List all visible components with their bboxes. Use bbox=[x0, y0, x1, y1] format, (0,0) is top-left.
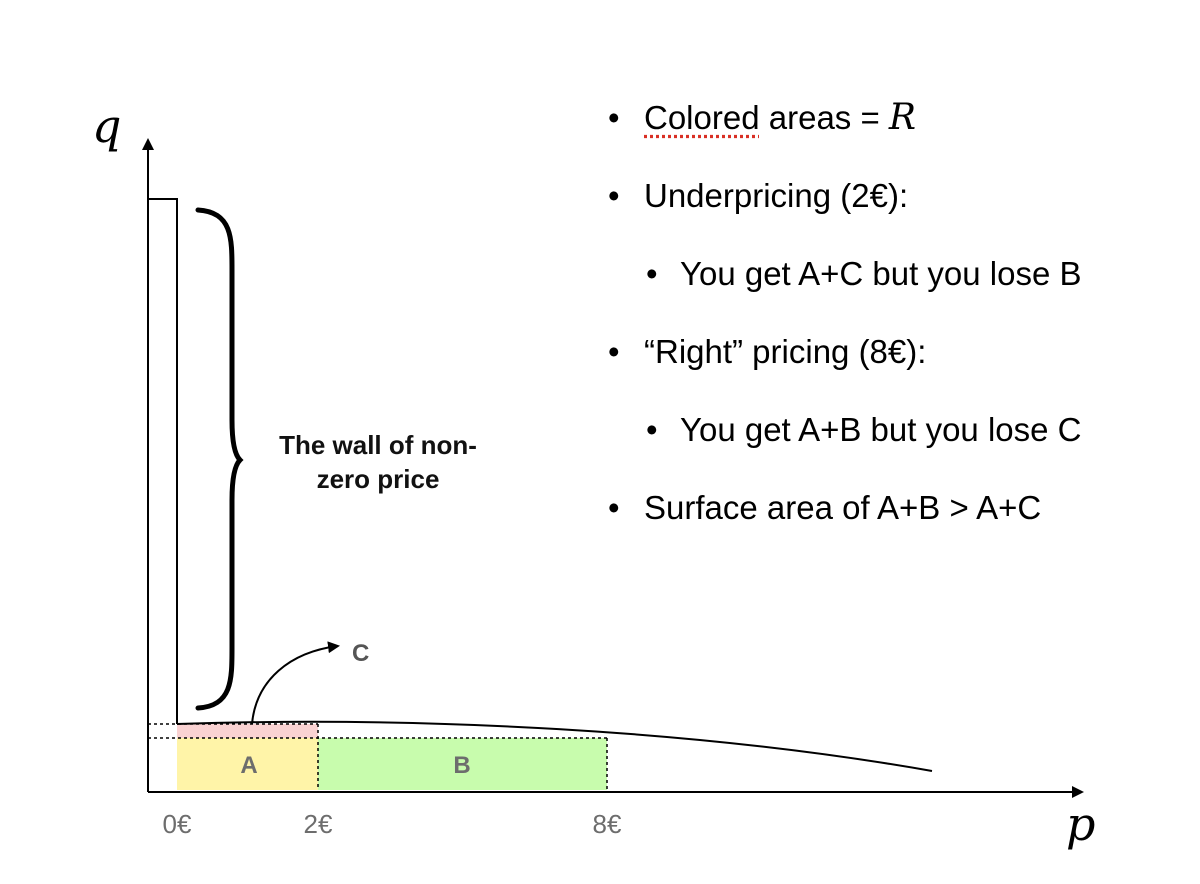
curly-brace bbox=[195, 207, 244, 711]
bullet-text: Surface area of A+B > A+C bbox=[644, 489, 1042, 526]
y-axis-letter: q bbox=[92, 99, 121, 153]
c-arrow bbox=[251, 641, 340, 725]
wall-label-line-1: The wall of non- bbox=[279, 430, 477, 460]
area-c-label: C bbox=[352, 640, 369, 667]
bullet-text: Underpricing (2€): bbox=[644, 177, 909, 214]
bullet-list: • Colored areas = R • Underpricing (2€): •… bbox=[608, 95, 1188, 563]
tick-8: 8€ bbox=[593, 809, 622, 839]
revenue-symbol: R bbox=[888, 97, 917, 138]
area-b-label: B bbox=[453, 752, 470, 779]
area-a-label: A bbox=[240, 752, 257, 779]
bullet-text: You get A+B but you lose C bbox=[680, 411, 1082, 448]
bullet-marker: • bbox=[646, 411, 658, 448]
wall-label-line-2: zero price bbox=[317, 464, 440, 494]
bullet-text: “Right” pricing (8€): bbox=[644, 333, 927, 370]
area-c-rect bbox=[177, 724, 318, 738]
area-b-rect bbox=[318, 738, 607, 790]
x-axis-letter: p bbox=[1066, 797, 1095, 851]
area-a-rect bbox=[177, 738, 318, 790]
bullet-right-pricing-detail: • You get A+B but you lose C bbox=[608, 407, 1188, 485]
bullet-marker: • bbox=[608, 333, 620, 370]
bullet-marker: • bbox=[608, 489, 620, 526]
bullet-underpricing-detail: • You get A+C but you lose B bbox=[608, 251, 1188, 329]
bullet-text: You get A+C but you lose B bbox=[680, 255, 1082, 292]
demand-curve bbox=[176, 720, 933, 772]
bullet-marker: • bbox=[646, 255, 658, 292]
bullet-marker: • bbox=[608, 99, 620, 136]
bullet-colored-areas: • Colored areas = R bbox=[608, 95, 1188, 173]
bullet-marker: • bbox=[608, 177, 620, 214]
bullet-surface-area: • Surface area of A+B > A+C bbox=[608, 485, 1188, 563]
tick-2: 2€ bbox=[304, 809, 333, 839]
bullet-underpricing: • Underpricing (2€): bbox=[608, 173, 1188, 251]
tick-0: 0€ bbox=[163, 809, 192, 839]
bullet-text-rest: areas = bbox=[759, 99, 889, 136]
bullet-right-pricing: • “Right” pricing (8€): bbox=[608, 329, 1188, 407]
wall-spike bbox=[148, 198, 178, 724]
bullet-text-prefix: Colored bbox=[644, 99, 760, 136]
